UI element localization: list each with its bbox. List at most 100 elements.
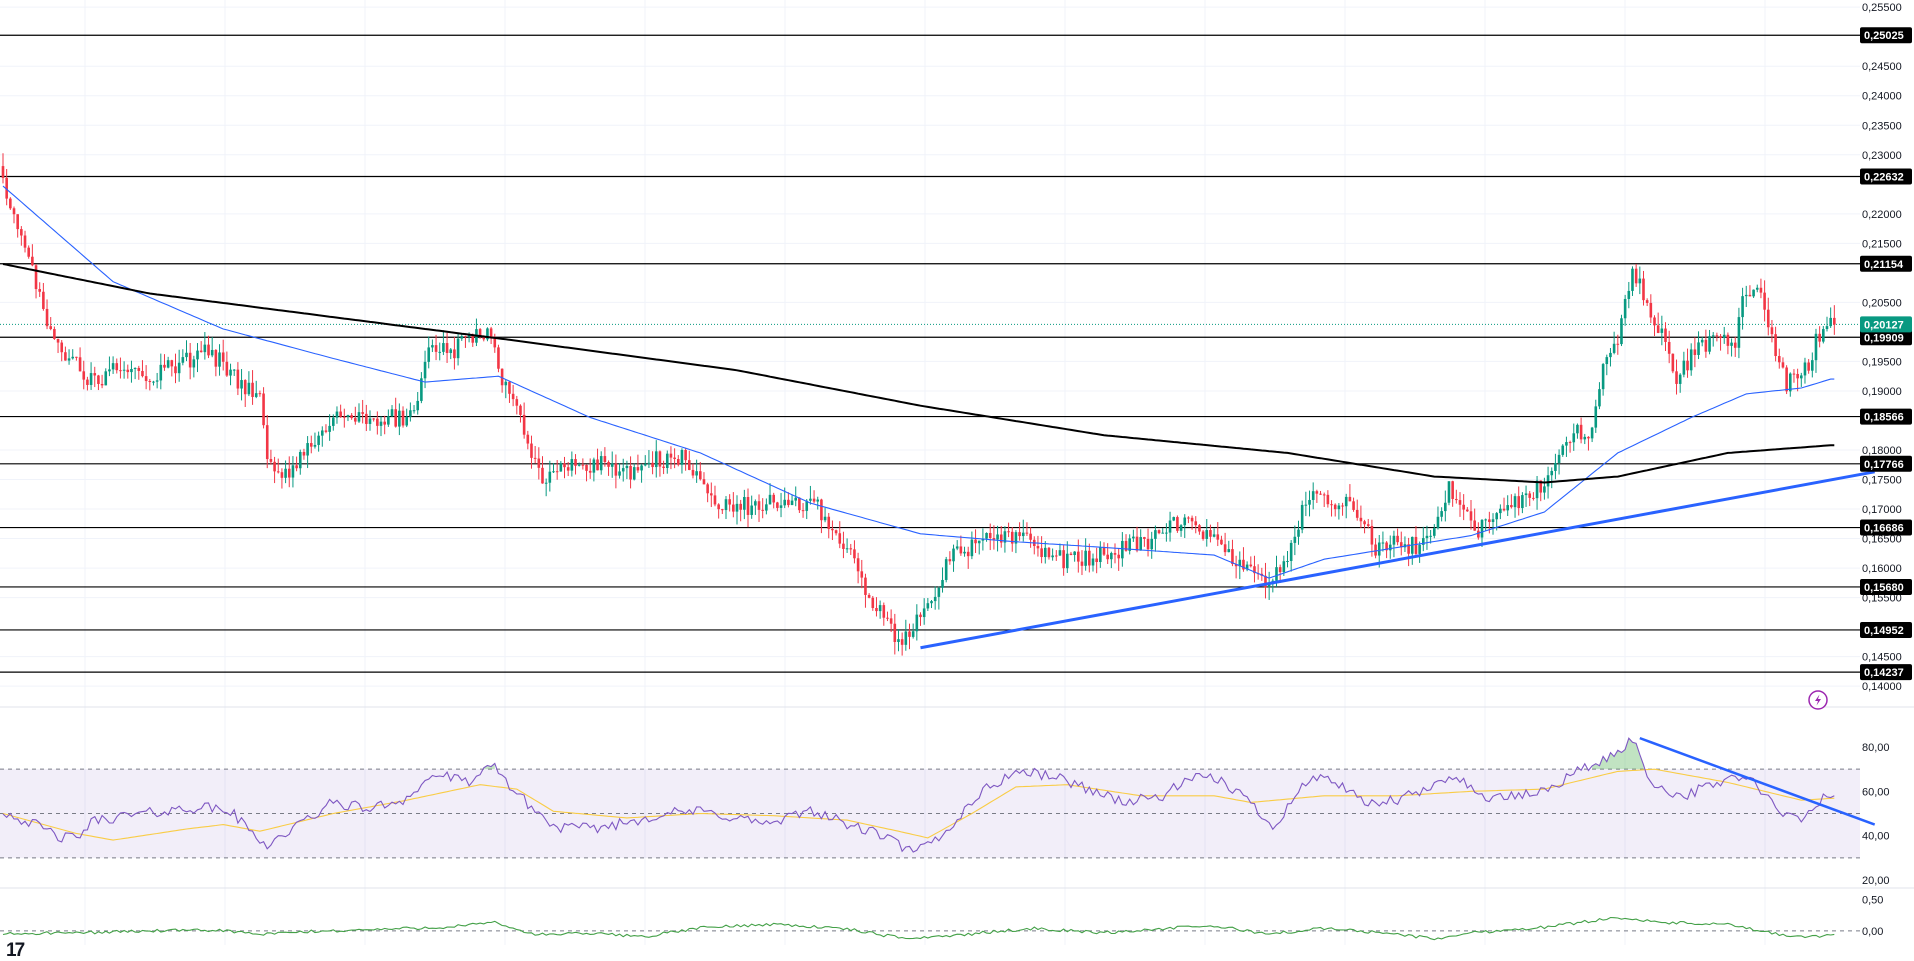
candle-body (1628, 291, 1631, 299)
candle-body (1040, 548, 1043, 557)
candle (130, 361, 133, 383)
tradingview-logo-icon: 17 (6, 942, 23, 959)
candle (167, 357, 170, 369)
candle-body (860, 571, 863, 577)
candle (233, 369, 236, 376)
candle (1818, 326, 1821, 347)
candle-body (589, 471, 592, 473)
candle (1180, 524, 1183, 537)
candle (519, 404, 522, 422)
candle (1117, 548, 1120, 570)
candle (916, 604, 919, 640)
candle-body (747, 497, 750, 515)
candle (1213, 528, 1216, 537)
candle (1672, 353, 1675, 373)
candle (1084, 538, 1087, 570)
candle (200, 341, 203, 353)
candle (1815, 329, 1818, 373)
candle-body (1437, 517, 1440, 528)
candle (9, 197, 12, 210)
candle-body (1613, 344, 1616, 353)
candle (787, 492, 790, 507)
candle (152, 381, 155, 386)
candle-body (1172, 517, 1175, 520)
candle (666, 451, 669, 474)
candle-body (391, 409, 394, 416)
candle-body (1132, 537, 1135, 539)
candle (648, 450, 651, 468)
candle-body (703, 479, 706, 484)
candle-body (1455, 499, 1458, 500)
candle-body (292, 465, 295, 477)
candle (1635, 264, 1638, 287)
candle (945, 557, 948, 582)
candle-body (1205, 530, 1208, 539)
candle-body (1048, 548, 1051, 557)
candle-body (1738, 317, 1741, 348)
candle-body (963, 552, 966, 554)
candle (607, 460, 610, 475)
candle-body (1345, 497, 1348, 506)
candle-body (1484, 519, 1487, 520)
candle (358, 403, 361, 423)
candle-body (783, 500, 786, 506)
candle-body (571, 459, 574, 471)
candle-body (251, 383, 254, 397)
candle-body (816, 500, 819, 502)
candle (310, 436, 313, 454)
candle (791, 494, 794, 505)
candle-body (1760, 288, 1763, 293)
candle-body (538, 459, 541, 468)
candle-body (1169, 521, 1172, 533)
candle-body (1165, 533, 1168, 534)
candle-body (20, 229, 23, 235)
candle (1114, 543, 1117, 563)
candle (971, 532, 974, 560)
candle (174, 354, 177, 384)
level-tag: 0,21154 (1864, 259, 1904, 271)
candle-body (633, 467, 636, 479)
candle (299, 450, 302, 475)
candle (1158, 529, 1161, 534)
candle (328, 414, 331, 441)
candle (237, 362, 240, 395)
candle-body (1433, 528, 1436, 536)
candle (413, 405, 416, 414)
candle-body (908, 631, 911, 636)
candle (1136, 527, 1139, 552)
candle (457, 333, 460, 365)
axis-label: 80,00 (1862, 742, 1890, 754)
candle-body (1363, 521, 1366, 524)
candle (325, 424, 328, 433)
candle-body (802, 510, 805, 511)
candle (673, 448, 676, 468)
candle-body (1451, 481, 1454, 499)
candle-body (57, 339, 60, 343)
candle (1154, 526, 1157, 552)
candle (930, 600, 933, 608)
candle (1653, 315, 1656, 336)
candle (1007, 523, 1010, 537)
candle (145, 365, 148, 389)
candle-body (31, 257, 34, 266)
candle-body (1664, 329, 1667, 342)
candle (908, 624, 911, 650)
candle-body (971, 540, 974, 557)
candle (64, 347, 67, 361)
candle-body (314, 445, 317, 447)
candle-body (692, 470, 695, 476)
flash-icon[interactable] (1809, 691, 1827, 709)
candle (1297, 521, 1300, 545)
axis-label: 0,19500 (1862, 356, 1902, 368)
candle-body (398, 411, 401, 427)
candle-body (1499, 509, 1502, 513)
candle-body (248, 383, 251, 394)
candle (1121, 532, 1124, 567)
candle-body (1323, 494, 1326, 495)
candle (156, 373, 159, 388)
candle (182, 349, 185, 365)
level-tag: 0,15680 (1864, 582, 1904, 594)
candle-body (1686, 361, 1689, 371)
axis-label: 0,24000 (1862, 91, 1902, 103)
